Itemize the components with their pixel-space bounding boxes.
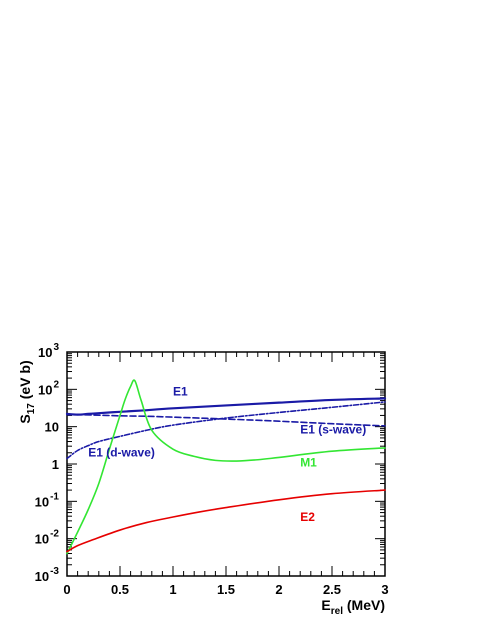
series-line-m1: [66, 379, 386, 555]
y-axis-title: S17 (eV b): [17, 360, 37, 423]
x-tick-label: 3: [381, 582, 388, 597]
y-tick-label: 10-2: [35, 529, 60, 547]
series-lines: [65, 379, 387, 555]
axis-ticks: [66, 351, 386, 577]
y-tick-label: 10-1: [35, 491, 60, 509]
annotation-e1: E1: [173, 385, 188, 399]
y-tick-label: 103: [38, 342, 59, 360]
series-line-e2: [66, 489, 386, 553]
x-axis-title: Erel (MeV): [321, 597, 385, 617]
y-axis-title-rest: (eV b): [17, 360, 33, 403]
y-tick-label: 1: [52, 457, 59, 472]
y-tick-label: 10: [45, 420, 59, 435]
y-tick-label: 10-3: [35, 566, 60, 584]
annotation-e2: E2: [300, 510, 315, 524]
plot-frame: [66, 351, 386, 577]
x-tick-label: 2.5: [323, 582, 341, 597]
x-tick-label: 1.5: [217, 582, 235, 597]
x-tick-label: 1: [169, 582, 176, 597]
y-tick-label: 102: [38, 379, 59, 397]
x-tick-label: 0: [63, 582, 70, 597]
annotation-e1-d-wave: E1 (d-wave): [88, 445, 155, 459]
x-axis-title-sub: rel: [331, 606, 343, 617]
annotation-m1: M1: [300, 456, 317, 470]
annotation-e1-s-wave: E1 (s-wave): [300, 423, 366, 437]
y-axis-title-main: S: [17, 414, 33, 423]
series-line-e1-s-wave: [66, 413, 386, 427]
y-tick-labels: 10-3 10-2 10-1 1 10 102 103: [35, 342, 60, 584]
series-line-e1-d-wave: [66, 401, 386, 460]
plot-area: [66, 351, 386, 577]
y-axis-title-sub: 17: [26, 403, 37, 415]
series-annotations: E1 E1 (s-wave) E1 (d-wave) M1 E2: [88, 385, 366, 524]
x-tick-label: 2: [275, 582, 282, 597]
x-tick-label: 0.5: [111, 582, 129, 597]
x-axis-title-rest: (MeV): [343, 597, 385, 613]
x-tick-labels: 0 0.5 1 1.5 2 2.5 3: [63, 582, 388, 597]
x-axis-title-main: E: [321, 597, 330, 613]
